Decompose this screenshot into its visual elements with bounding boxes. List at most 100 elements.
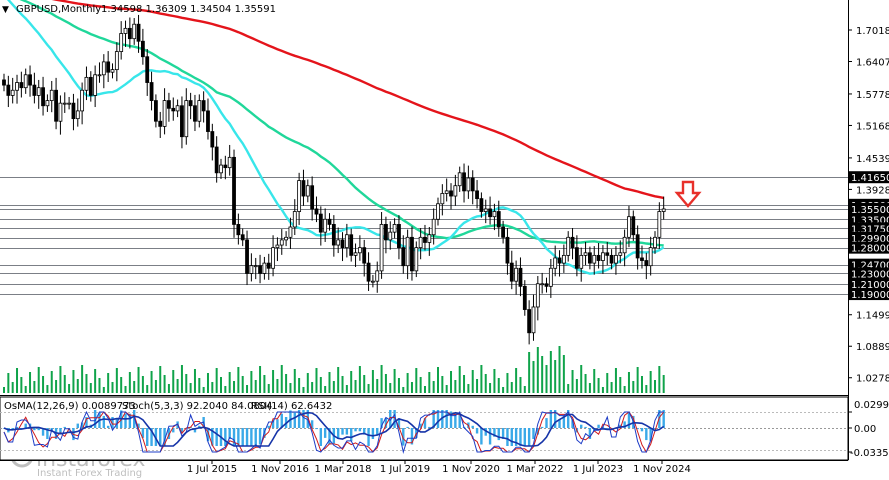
volume-bar-76 xyxy=(332,381,335,393)
osma-bar-39 xyxy=(172,428,175,433)
volume-bar-137 xyxy=(597,378,600,393)
candle-body-133 xyxy=(579,254,584,269)
candle-body-119 xyxy=(518,267,523,287)
volume-bar-51 xyxy=(224,386,227,393)
price-level-label-2: 1.35500 xyxy=(851,205,889,216)
volume-bar-152 xyxy=(662,375,665,393)
time-tick-label-6: 1 Jul 2023 xyxy=(573,464,623,475)
osma-bar-117 xyxy=(510,428,513,446)
volume-bar-59 xyxy=(259,366,262,393)
candle-body-142 xyxy=(618,252,623,256)
candle-body-31 xyxy=(136,23,141,42)
candle-body-71 xyxy=(310,185,315,210)
osma-bar-90 xyxy=(393,410,396,428)
osma-bar-128 xyxy=(558,419,561,428)
candle-body-22 xyxy=(97,74,102,77)
candle-body-87 xyxy=(379,224,384,272)
osma-bar-93 xyxy=(406,426,409,428)
osma-bar-8 xyxy=(37,428,40,431)
candle-body-57 xyxy=(249,265,254,274)
candle-body-73 xyxy=(318,213,323,233)
osma-bar-104 xyxy=(454,413,457,428)
osma-bar-116 xyxy=(506,428,509,446)
price-level-label-6: 1.28000 xyxy=(851,244,889,255)
volume-bar-107 xyxy=(467,384,470,393)
volume-bar-29 xyxy=(128,372,131,393)
volume-bar-15 xyxy=(68,384,71,393)
osma-bar-96 xyxy=(419,423,422,428)
candle-body-44 xyxy=(193,105,197,122)
volume-bar-133 xyxy=(580,365,583,393)
volume-bar-135 xyxy=(588,383,591,393)
volume-bar-96 xyxy=(419,377,422,393)
osma-bar-67 xyxy=(293,412,296,428)
osma-bar-5 xyxy=(24,423,27,428)
candle-body-146 xyxy=(635,234,640,259)
price-pane[interactable] xyxy=(0,0,848,395)
volume-bar-125 xyxy=(545,365,548,393)
volume-bar-47 xyxy=(206,373,209,393)
candle-body-145 xyxy=(631,216,636,236)
osma-bar-7 xyxy=(33,428,36,431)
volume-bar-139 xyxy=(606,373,609,393)
candle-body-62 xyxy=(271,247,275,269)
candle-body-28 xyxy=(123,27,128,34)
volume-bar-98 xyxy=(428,372,431,393)
osma-bar-137 xyxy=(597,424,600,428)
volume-bar-74 xyxy=(324,386,327,393)
volume-bar-57 xyxy=(250,371,253,393)
price-level-label-0: 1.41650 xyxy=(851,173,889,184)
candle-body-10 xyxy=(45,100,50,107)
volume-bar-111 xyxy=(484,374,487,393)
volume-bar-124 xyxy=(541,356,544,393)
candle-body-61 xyxy=(266,262,271,269)
volume-bar-7 xyxy=(33,381,36,393)
volume-bar-24 xyxy=(107,373,110,393)
candle-body-78 xyxy=(340,239,345,249)
volume-bar-69 xyxy=(302,387,305,393)
candle-body-74 xyxy=(323,218,328,233)
time-tick-label-5: 1 Mar 2022 xyxy=(506,464,563,475)
volume-bar-68 xyxy=(298,378,301,393)
volume-bar-126 xyxy=(549,351,552,393)
volume-bar-70 xyxy=(306,373,309,393)
osma-bar-79 xyxy=(345,428,349,435)
volume-bar-4 xyxy=(20,377,23,393)
time-tick-label-1: 1 Nov 2016 xyxy=(251,464,309,475)
osma-bar-36 xyxy=(159,428,162,446)
volume-bar-100 xyxy=(437,367,439,393)
osma-bar-149 xyxy=(649,428,652,442)
candle-body-7 xyxy=(32,84,37,96)
volume-bar-55 xyxy=(241,376,244,393)
candle-body-29 xyxy=(127,27,132,40)
volume-bar-67 xyxy=(293,369,296,393)
osma-bar-129 xyxy=(562,415,566,428)
candle-body-43 xyxy=(188,100,193,107)
candle-body-15 xyxy=(67,102,71,105)
osma-bar-74 xyxy=(323,428,327,438)
candle-body-88 xyxy=(384,224,388,241)
candle-body-92 xyxy=(401,247,406,267)
price-axis: 1.70180 1.64075 1.57785 1.51680 1.45390 1.392… xyxy=(848,26,889,385)
osma-bar-147 xyxy=(640,428,644,432)
candle-body-98 xyxy=(427,234,432,243)
candle-body-30 xyxy=(132,23,137,40)
osma-bar-48 xyxy=(211,428,214,446)
osma-bar-127 xyxy=(553,410,557,428)
candle-body-82 xyxy=(357,247,362,254)
volume-bar-82 xyxy=(358,366,361,393)
osma-bar-82 xyxy=(358,428,362,432)
volume-bar-48 xyxy=(211,382,214,393)
candle-body-107 xyxy=(466,177,471,192)
volume-bar-58 xyxy=(254,380,257,393)
volume-bar-46 xyxy=(202,387,205,393)
price-tick-label-2: 1.57785 xyxy=(856,90,889,101)
candle-body-37 xyxy=(162,100,167,127)
candle-body-65 xyxy=(284,236,289,241)
volume-bar-90 xyxy=(393,369,396,393)
candle-body-24 xyxy=(106,61,111,73)
candle-body-81 xyxy=(353,252,358,256)
price-level-label-9: 1.21000 xyxy=(851,280,889,291)
osma-bar-97 xyxy=(423,418,427,428)
osma-bar-10 xyxy=(46,428,49,439)
